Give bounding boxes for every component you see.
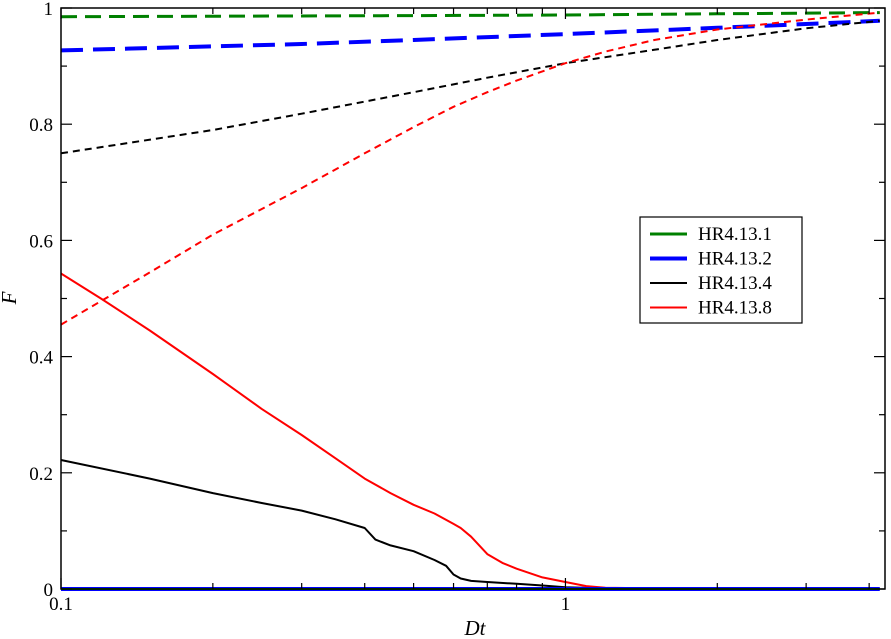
x-tick-label: 1: [561, 594, 571, 615]
y-tick-label: 1: [44, 0, 54, 20]
series-line-3: [60, 19, 880, 155]
series-line-6: [60, 272, 880, 590]
ticks-layer: 0 0.2 0.4 0.6 0.8 1 0.1 1: [29, 0, 885, 615]
x-tick-label: 0.1: [49, 594, 73, 615]
series-line-4: [60, 11, 880, 326]
legend-label: HR4.13.1: [698, 224, 772, 245]
y-tick-label: 0.2: [29, 464, 53, 485]
y-tick-label: 0.8: [29, 115, 53, 136]
series-line-2: [60, 18, 880, 53]
y-tick-label: 0.6: [29, 231, 53, 252]
series-line-5: [60, 459, 880, 590]
legend-label: HR4.13.8: [698, 298, 772, 319]
y-tick-label: 0: [44, 580, 54, 601]
x-axis-label: Dt: [464, 616, 487, 639]
legend: HR4.13.1 HR4.13.2 HR4.13.4 HR4.13.8: [639, 216, 803, 324]
y-tick-label: 0.4: [29, 348, 53, 369]
y-axis-label: F: [0, 291, 21, 305]
legend-label: HR4.13.2: [698, 249, 772, 270]
series-line-1: [60, 11, 880, 19]
legend-label: HR4.13.4: [698, 273, 772, 294]
